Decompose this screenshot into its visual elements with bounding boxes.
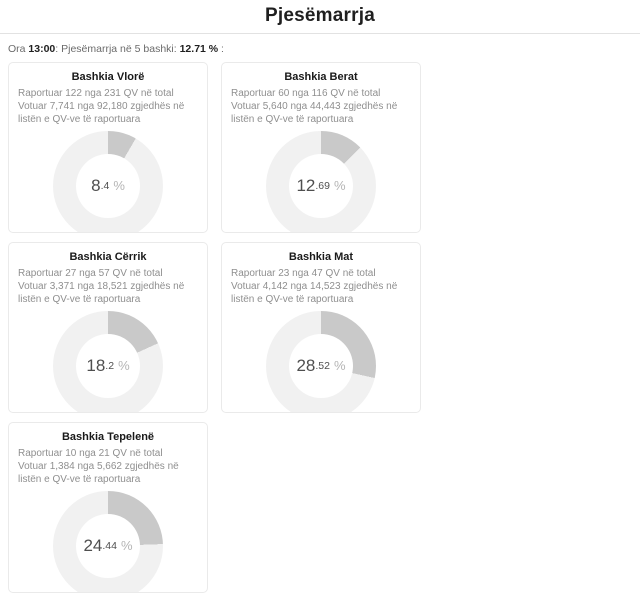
card-title: Bashkia Tepelenë (61, 431, 155, 443)
reported-line: Raportuar 10 nga 21 QV në total (18, 448, 163, 459)
voted-line: Votuar 5,640 nga 44,443 zgjedhës në list… (231, 101, 398, 126)
card-stats: Raportuar 122 nga 231 QV në total Votuar… (18, 87, 198, 127)
donut-chart: 24.44% (53, 490, 163, 592)
donut-chart: 12.69% (266, 130, 376, 232)
pct-int: 12 (296, 175, 316, 195)
donut-chart: 28.52% (266, 310, 376, 412)
status-time: 13:00 (28, 43, 56, 55)
status-prefix: Ora (8, 43, 29, 55)
pct-int: 28 (296, 355, 316, 375)
donut-chart: 18.2% (53, 310, 163, 412)
page-header: Pjesëmarrja (0, 0, 640, 34)
donut-percentage-label: 12.69% (266, 131, 376, 232)
donut-hole (76, 153, 140, 218)
card-stats: Raportuar 23 nga 47 QV në total Votuar 4… (231, 267, 411, 307)
voted-line: Votuar 7,741 nga 92,180 zgjedhës në list… (18, 101, 185, 126)
pct-dec: .2 (105, 359, 115, 372)
card-title: Bashkia Vlorë (71, 71, 145, 83)
percent-sign: % (118, 358, 130, 374)
voted-line: Votuar 1,384 nga 5,662 zgjedhës në listë… (18, 461, 179, 486)
card-bashkia-berat: Bashkia Berat Raportuar 60 nga 116 QV në… (221, 62, 421, 233)
donut-hole (289, 333, 353, 398)
voted-line: Votuar 4,142 nga 14,523 zgjedhës në list… (231, 281, 398, 306)
card-bashkia-vlore: Bashkia Vlorë Raportuar 122 nga 231 QV n… (8, 62, 208, 233)
card-title: Bashkia Berat (284, 71, 358, 83)
pct-int: 8 (91, 175, 101, 195)
donut-percentage-label: 18.2% (53, 311, 163, 412)
status-suffix: : (218, 43, 224, 55)
card-stats: Raportuar 27 nga 57 QV në total Votuar 3… (18, 267, 198, 307)
status-bar: Ora 13:00: Pjesëmarrja në 5 bashki: 12.7… (0, 34, 640, 62)
pct-dec: .52 (315, 359, 330, 372)
donut-hole (76, 333, 140, 398)
percent-sign: % (333, 358, 346, 374)
pct-dec: .44 (102, 539, 117, 552)
reported-line: Raportuar 27 nga 57 QV në total (18, 268, 163, 279)
reported-line: Raportuar 23 nga 47 QV në total (231, 268, 376, 279)
card-title: Bashkia Cërrik (69, 251, 147, 263)
percent-sign: % (113, 178, 125, 194)
voted-line: Votuar 3,371 nga 18,521 zgjedhës në list… (18, 281, 185, 306)
donut-percentage-label: 28.52% (266, 311, 376, 412)
pct-dec: .69 (315, 179, 330, 192)
donut-hole (289, 153, 353, 218)
donut-chart: 8.4% (53, 130, 163, 232)
card-stats: Raportuar 60 nga 116 QV në total Votuar … (231, 87, 411, 127)
pct-dec: .4 (100, 179, 110, 192)
card-bashkia-tepelene: Bashkia Tepelenë Raportuar 10 nga 21 QV … (8, 422, 208, 593)
pct-int: 18 (86, 355, 106, 375)
donut-percentage-label: 8.4% (53, 131, 163, 232)
cards-grid: Bashkia Vlorë Raportuar 122 nga 231 QV n… (0, 62, 640, 593)
card-bashkia-mat: Bashkia Mat Raportuar 23 nga 47 QV në to… (221, 242, 421, 413)
reported-line: Raportuar 122 nga 231 QV në total (18, 88, 174, 99)
percent-sign: % (120, 538, 133, 554)
status-total-pct: 12.71 % (179, 43, 219, 55)
card-bashkia-cerrik: Bashkia Cërrik Raportuar 27 nga 57 QV në… (8, 242, 208, 413)
card-title: Bashkia Mat (288, 251, 354, 263)
card-stats: Raportuar 10 nga 21 QV në total Votuar 1… (18, 447, 198, 487)
reported-line: Raportuar 60 nga 116 QV në total (231, 88, 381, 99)
donut-percentage-label: 24.44% (53, 491, 163, 592)
status-middle: : Pjesëmarrja në 5 bashki: (55, 43, 180, 55)
page-title: Pjesëmarrja (265, 5, 375, 26)
pct-int: 24 (83, 535, 103, 555)
percent-sign: % (333, 178, 346, 194)
